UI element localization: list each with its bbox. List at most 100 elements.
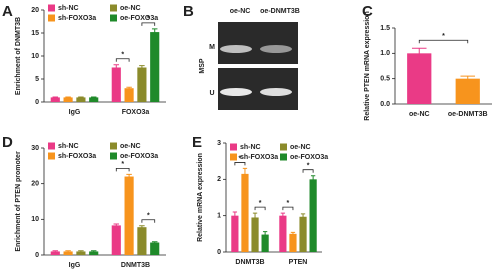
significance-bracket	[418, 39, 469, 44]
error-bar	[290, 231, 296, 236]
error-bar	[139, 65, 145, 70]
bar	[63, 251, 73, 255]
significance-bracket	[115, 167, 130, 172]
error-bar	[300, 213, 306, 220]
significance-label: *	[259, 200, 262, 207]
y-tick-label: 2	[217, 176, 221, 183]
gel-band	[220, 88, 252, 96]
x-tick-label: FOXO3a	[122, 109, 150, 116]
error-bar	[139, 225, 145, 229]
legend-label: sh-NC	[240, 144, 261, 151]
gel-band	[260, 45, 292, 53]
significance-bracket	[115, 58, 130, 62]
panel-letter: B	[183, 3, 194, 20]
error-bar	[65, 250, 71, 253]
significance-label: *	[147, 213, 150, 220]
error-bar	[252, 212, 258, 222]
legend-swatch	[230, 143, 237, 151]
y-tick-label: 0	[35, 99, 39, 106]
bar	[76, 251, 86, 255]
panel-letter: E	[192, 134, 202, 151]
bar	[111, 225, 121, 255]
error-bar	[280, 212, 286, 219]
bar	[309, 179, 317, 252]
error-bar	[151, 28, 158, 36]
legend-label: sh-FOXO3a	[240, 154, 278, 161]
error-bar	[90, 250, 97, 253]
panel-letter: D	[2, 134, 13, 151]
bar	[124, 176, 134, 255]
gel-band	[260, 88, 292, 96]
significance-label: *	[121, 161, 124, 168]
bar	[50, 251, 60, 255]
lane-label: oe-NC	[230, 8, 251, 15]
error-bar	[151, 241, 158, 244]
x-tick-label: IgG	[69, 262, 81, 269]
gel-image	[218, 22, 298, 110]
bar	[455, 78, 480, 104]
x-tick-label: IgG	[69, 109, 81, 116]
bar	[241, 173, 249, 252]
y-axis-label: MSP	[199, 58, 206, 74]
y-axis-label: Relative PTEN mRNA expression	[364, 11, 371, 120]
legend-swatch	[48, 14, 55, 22]
legend-swatch	[280, 153, 287, 161]
error-bar	[113, 223, 120, 227]
bar	[124, 88, 134, 102]
gel-panel	[218, 22, 298, 64]
significance-bracket	[302, 169, 314, 173]
panel-letter: A	[2, 3, 13, 20]
error-bar	[126, 173, 132, 179]
bar	[111, 67, 121, 102]
y-tick-label: 3	[217, 140, 221, 147]
legend-swatch	[48, 4, 55, 12]
bar	[289, 233, 297, 252]
legend-swatch	[110, 14, 117, 22]
error-bar	[232, 211, 238, 220]
legend-swatch	[48, 142, 55, 150]
bar	[279, 215, 287, 252]
error-bar	[411, 47, 427, 59]
y-axis-label: Enrichment of DNMT3B	[15, 17, 22, 95]
bar	[251, 217, 259, 252]
error-bar	[310, 175, 316, 183]
bar	[63, 97, 73, 102]
legend-label: oe-FOXO3a	[120, 15, 158, 22]
lane-label: oe-DNMT3B	[260, 8, 300, 15]
bar	[261, 234, 269, 252]
error-bar	[78, 250, 84, 253]
significance-label: *	[239, 155, 242, 162]
bar	[150, 242, 160, 255]
y-tick-label: 1.0	[380, 50, 390, 57]
error-bar	[52, 96, 59, 98]
significance-bracket	[234, 162, 246, 166]
significance-bracket	[282, 206, 294, 211]
legend-label: oe-FOXO3a	[120, 153, 158, 160]
significance-bracket	[141, 22, 156, 26]
legend-label: sh-FOXO3a	[58, 15, 96, 22]
bar	[231, 215, 239, 252]
significance-label: *	[442, 33, 445, 40]
y-tick-label: 0	[217, 249, 221, 256]
legend-swatch	[230, 153, 237, 161]
significance-label: *	[147, 16, 150, 23]
legend-swatch	[110, 152, 117, 160]
y-tick-label: 20	[31, 7, 39, 14]
legend-label: oe-NC	[120, 143, 141, 150]
error-bar	[52, 250, 59, 253]
y-axis-label: Relative mRNA expression	[197, 153, 204, 242]
error-bar	[113, 64, 120, 71]
legend-label: oe-NC	[120, 5, 141, 12]
x-tick-label: DNMT3B	[121, 262, 150, 269]
legend-label: sh-FOXO3a	[58, 153, 96, 160]
error-bar	[262, 231, 268, 238]
x-tick-label: oe-NC	[409, 111, 430, 118]
y-tick-label: 0.5	[380, 76, 390, 83]
legend-label: oe-FOXO3a	[290, 154, 328, 161]
row-label: M	[209, 44, 215, 51]
gel-band	[220, 45, 252, 53]
y-tick-label: 0	[35, 252, 39, 259]
bar	[89, 97, 99, 102]
error-bar	[242, 167, 248, 180]
